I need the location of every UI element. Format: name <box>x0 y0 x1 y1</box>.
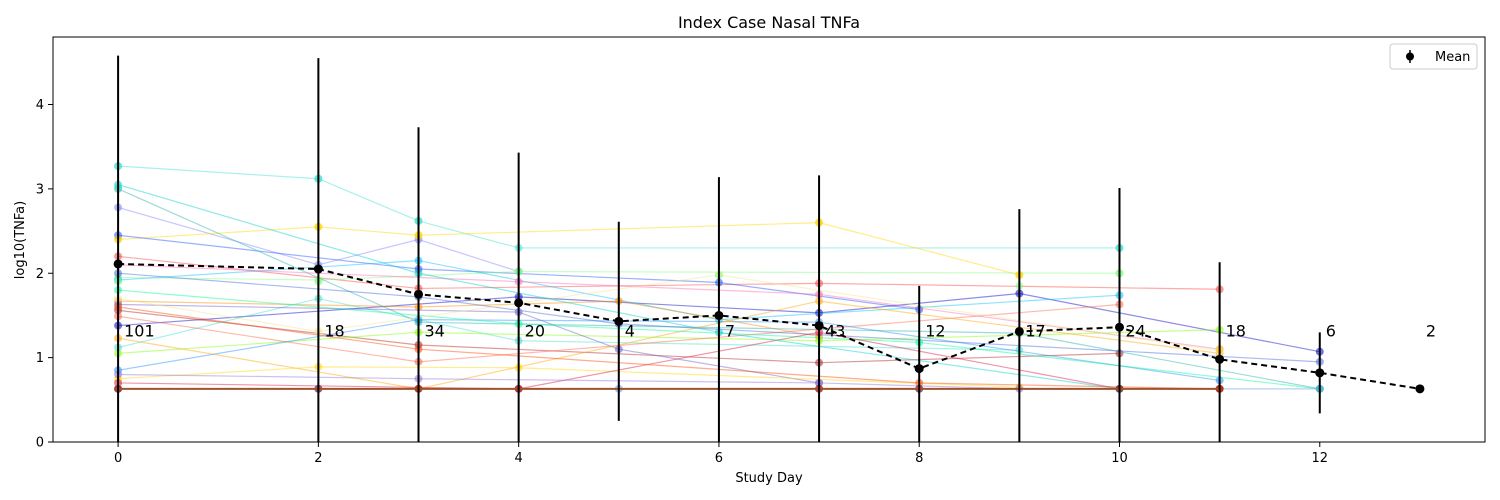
mean-point <box>414 289 424 299</box>
mean-point <box>614 316 624 326</box>
y-tick-label: 2 <box>36 267 44 282</box>
y-tick-label: 4 <box>36 98 44 113</box>
sample-count-label: 4 <box>625 322 635 341</box>
sample-count-label: 34 <box>425 322 445 341</box>
mean-point <box>814 321 824 331</box>
mean-point <box>1215 354 1225 364</box>
y-tick-label: 3 <box>36 182 44 197</box>
sample-count-label: 17 <box>1025 322 1045 341</box>
y-axis-title: log10(TNFa) <box>13 201 28 279</box>
sample-count-label: 18 <box>324 322 344 341</box>
plot-area: 101 18 34 20 4 7 43 12 17 24 18 6 2 <box>113 55 1436 442</box>
plot-frame <box>52 36 1486 443</box>
mean-point <box>1315 368 1325 378</box>
sample-count-label: 12 <box>925 322 945 341</box>
sample-count-label: 18 <box>1226 322 1246 341</box>
mean-point <box>1415 384 1425 394</box>
mean-point <box>313 264 323 274</box>
subject-line <box>117 206 519 273</box>
mean-point <box>1014 326 1024 336</box>
legend: Mean <box>1389 43 1478 70</box>
legend-box <box>1389 43 1478 70</box>
subject-line <box>118 306 1220 390</box>
x-tick-label: 8 <box>915 451 923 466</box>
x-tick-label: 4 <box>515 451 523 466</box>
sample-count-label: 2 <box>1426 322 1436 341</box>
mean-point <box>1114 322 1124 332</box>
x-tick-label: 6 <box>715 451 723 466</box>
y-tick-label: 1 <box>36 351 44 366</box>
sample-count-label: 7 <box>725 322 735 341</box>
y-tick-label: 0 <box>36 436 44 451</box>
x-tick-label: 12 <box>1311 451 1328 466</box>
mean-point <box>113 259 123 269</box>
sample-count-label: 101 <box>124 322 155 341</box>
chart-title: Index Case Nasal TNFa <box>678 13 860 32</box>
mean-point <box>914 364 924 374</box>
sample-count-label: 20 <box>525 322 545 341</box>
sample-count-label: 24 <box>1125 322 1145 341</box>
x-axis-title: Study Day <box>735 471 803 486</box>
sample-count-label: 43 <box>825 322 845 341</box>
x-tick-label: 2 <box>314 451 322 466</box>
x-tick-label: 10 <box>1111 451 1128 466</box>
legend-marker-icon <box>1406 52 1414 61</box>
x-tick-label: 0 <box>114 451 122 466</box>
mean-point <box>714 310 724 320</box>
legend-label: Mean <box>1435 50 1470 65</box>
mean-point <box>514 298 524 308</box>
sample-count-label: 6 <box>1326 322 1336 341</box>
